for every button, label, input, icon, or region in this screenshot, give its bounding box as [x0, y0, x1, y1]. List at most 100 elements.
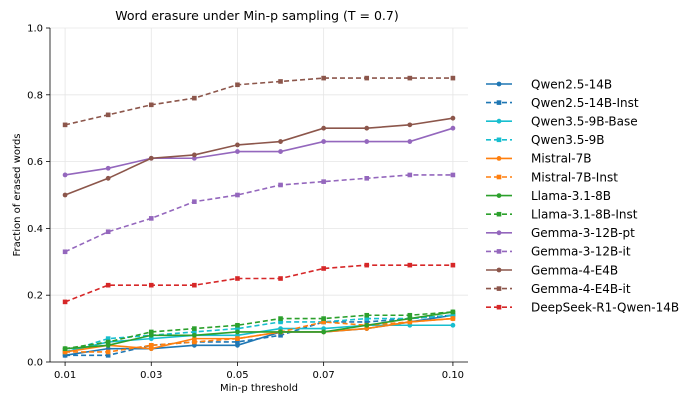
data-point: [450, 125, 456, 131]
data-point: [407, 262, 413, 268]
data-point: [235, 336, 240, 341]
legend-swatch-marker: [496, 81, 502, 87]
data-point: [235, 192, 240, 198]
data-point: [105, 165, 111, 171]
data-point: [192, 329, 197, 335]
data-point: [62, 192, 68, 198]
data-point: [364, 176, 370, 181]
legend-item: Qwen2.5-14B: [486, 77, 612, 91]
data-point: [105, 229, 111, 235]
legend-label: Gemma-4-E4B: [531, 263, 618, 277]
data-point: [191, 332, 197, 338]
data-point: [407, 122, 413, 128]
series-layer: [62, 75, 456, 358]
legend-label: Llama-3.1-8B-Inst: [531, 208, 638, 222]
data-point: [364, 125, 370, 131]
data-point: [148, 102, 154, 108]
data-point: [192, 199, 197, 204]
x-ticks: 0.01 0.03 0.05 0.07 0.10: [54, 362, 464, 381]
data-point: [321, 266, 326, 271]
data-point: [235, 322, 240, 328]
series-line: [64, 174, 453, 253]
data-point: [407, 172, 413, 178]
legend-item: DeepSeek-R1-Qwen-14B: [486, 301, 679, 315]
data-point: [364, 139, 370, 144]
data-point: [105, 339, 111, 345]
data-point: [235, 276, 240, 281]
legend-swatch-marker: [496, 230, 502, 236]
data-point: [192, 282, 197, 288]
x-tick-label: 0.05: [226, 370, 248, 381]
axes: [49, 28, 468, 363]
data-point: [278, 149, 283, 154]
data-point: [148, 343, 154, 348]
series-gemma-3-12b-pt: [62, 125, 456, 178]
legend-item: Gemma-3-12B-pt: [486, 226, 635, 240]
data-point: [364, 322, 370, 328]
legend-label: Mistral-7B-Inst: [531, 170, 618, 184]
data-point: [450, 262, 456, 268]
data-point: [364, 316, 370, 321]
data-point: [105, 336, 111, 341]
legend-label: Qwen2.5-14B: [531, 77, 612, 91]
data-point: [321, 125, 327, 131]
legend-label: Qwen2.5-14B-Inst: [531, 96, 639, 110]
legend-swatch-marker: [496, 267, 502, 273]
data-point: [450, 322, 456, 328]
data-point: [62, 349, 68, 355]
data-point: [278, 79, 283, 84]
data-point: [235, 329, 240, 335]
legend-swatch-marker: [496, 193, 502, 199]
data-point: [192, 95, 197, 101]
legend-item: Qwen2.5-14B-Inst: [486, 96, 639, 110]
y-tick-label: 0.0: [27, 358, 43, 369]
data-point: [278, 319, 283, 325]
x-tick-label: 0.07: [313, 370, 335, 381]
legend-label: Qwen3.5-9B-Base: [531, 115, 638, 129]
series-gemma-4-e4b-it: [62, 75, 456, 128]
y-axis-label: Fraction of erased words: [12, 134, 23, 257]
y-ticks: 0.0 0.2 0.4 0.6 0.8 1.0: [27, 24, 50, 369]
data-point: [364, 312, 370, 318]
series-line: [64, 117, 454, 196]
data-point: [407, 319, 413, 325]
data-point: [321, 319, 326, 325]
data-point: [105, 282, 111, 288]
series-line: [64, 77, 453, 126]
x-axis-label: Min-p threshold: [220, 383, 298, 394]
data-point: [192, 339, 197, 345]
x-tick-label: 0.10: [442, 370, 464, 381]
data-point: [235, 339, 240, 345]
data-point: [278, 329, 283, 335]
data-point: [235, 149, 240, 154]
series-gemma-4-e4b: [62, 115, 456, 198]
legend-item: Gemma-3-12B-it: [486, 245, 631, 259]
y-tick-label: 0.8: [27, 90, 43, 101]
data-point: [148, 155, 154, 161]
data-point: [62, 122, 68, 128]
data-point: [278, 182, 283, 188]
legend-item: Llama-3.1-8B-Inst: [486, 208, 638, 222]
legend-swatch-marker: [496, 100, 502, 105]
series-line: [65, 311, 454, 350]
legend-label: Llama-3.1-8B: [531, 189, 611, 203]
data-point: [364, 75, 370, 81]
y-tick-label: 0.6: [27, 157, 43, 168]
data-point: [450, 312, 456, 318]
data-point: [278, 332, 283, 338]
data-point: [321, 139, 327, 144]
legend-swatch-marker: [496, 156, 502, 161]
data-point: [235, 142, 240, 148]
data-point: [148, 216, 154, 221]
legend-item: Gemma-4-E4B: [486, 263, 618, 277]
data-point: [321, 75, 326, 81]
data-point: [407, 75, 413, 81]
data-point: [321, 179, 326, 184]
data-point: [62, 299, 68, 305]
legend-label: DeepSeek-R1-Qwen-14B: [531, 301, 679, 315]
legend: Qwen2.5-14B Qwen2.5-14B-Inst Qwen3.5-9B-Ba…: [486, 77, 679, 315]
data-point: [278, 139, 283, 144]
legend-label: Gemma-4-E4B-it: [531, 282, 631, 296]
data-point: [105, 353, 111, 358]
